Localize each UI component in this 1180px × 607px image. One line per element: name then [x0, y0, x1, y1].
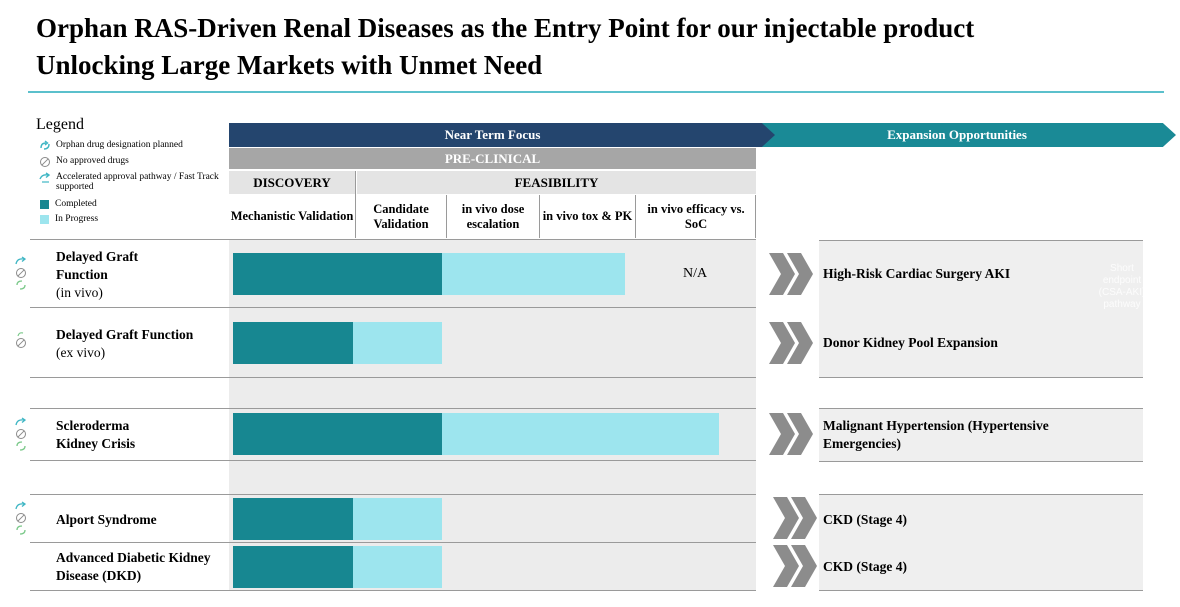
- no-approved-drugs-icon: [40, 157, 50, 167]
- title-line-1: Orphan RAS-Driven Renal Diseases as the …: [36, 13, 975, 43]
- col-header-candidate: Candidate Validation: [356, 195, 446, 238]
- legend-item-orphan: Orphan drug designation planned: [38, 140, 183, 152]
- expansion-box: [819, 309, 1143, 378]
- progress-bar-completed: [233, 322, 353, 364]
- row-divider: [30, 408, 756, 409]
- discovery-band: DISCOVERY: [229, 171, 355, 194]
- legend-label: In Progress: [55, 214, 99, 224]
- row-label-dgf-ex-vivo: Delayed Graft Function (ex vivo): [56, 326, 193, 362]
- progress-bar-completed: [233, 546, 353, 588]
- progress-bar-in-progress: [353, 546, 442, 588]
- row-subtitle: (in vivo): [56, 285, 103, 300]
- row-icons: [12, 255, 30, 300]
- progress-bar-completed: [233, 413, 442, 455]
- progress-bar-in-progress: [353, 322, 442, 364]
- double-chevron-icon: [769, 253, 813, 295]
- progress-bar-completed: [233, 253, 442, 295]
- column-divider: [355, 171, 356, 238]
- col-header-dose-escalation: in vivo dose escalation: [447, 195, 539, 238]
- title-divider: [28, 91, 1164, 93]
- row-divider: [30, 377, 756, 378]
- legend-label: Orphan drug designation planned: [56, 140, 183, 150]
- double-chevron-icon: [773, 497, 817, 539]
- expansion-label: Malignant Hypertension (Hypertensive Eme…: [823, 418, 1049, 451]
- column-divider: [446, 195, 447, 238]
- row-label-alport: Alport Syndrome: [56, 512, 157, 527]
- in-progress-swatch: [40, 215, 49, 224]
- col-header-mechanistic: Mechanistic Validation: [229, 195, 355, 238]
- row-label-scleroderma: Scleroderma Kidney Crisis: [56, 418, 136, 451]
- row-label-dkd: Advanced Diabetic Kidney Disease (DKD): [56, 550, 211, 583]
- expansion-header: Expansion Opportunities: [887, 127, 1027, 142]
- double-chevron-icon: [773, 545, 817, 587]
- designation-icons: [15, 417, 27, 451]
- no-approved-drugs-icon: [16, 332, 26, 348]
- column-divider: [755, 195, 756, 238]
- legend-label: No approved drugs: [56, 156, 129, 166]
- row-icons: [12, 330, 30, 357]
- row-divider: [30, 542, 756, 543]
- row-subtitle: (ex vivo): [56, 345, 106, 360]
- legend-item-accelerated: Accelerated approval pathway / Fast Trac…: [38, 172, 228, 192]
- column-divider: [635, 195, 636, 238]
- col-header-tox-pk: in vivo tox & PK: [540, 195, 635, 238]
- page-title: Orphan RAS-Driven Renal Diseases as the …: [36, 10, 974, 84]
- double-chevron-icon: [769, 322, 813, 364]
- legend-label: Completed: [55, 199, 97, 209]
- row-name-line: Delayed Graft Function: [56, 249, 139, 282]
- expansion-label: High-Risk Cardiac Surgery AKI: [823, 266, 1011, 281]
- double-chevron-icon: [769, 413, 813, 455]
- row-icons: [12, 416, 30, 461]
- status-na: N/A: [683, 266, 708, 281]
- expansion-box: [819, 494, 1143, 543]
- progress-bar-in-progress: [353, 498, 442, 540]
- progress-bar-completed: [233, 498, 353, 540]
- orphan-drug-icon: [40, 140, 50, 150]
- row-icons: [12, 500, 30, 545]
- progress-bar-in-progress: [442, 253, 625, 295]
- column-divider: [539, 195, 540, 238]
- row-name-line: Delayed Graft Function: [56, 327, 194, 342]
- expansion-label: CKD (Stage 4): [823, 512, 907, 527]
- expansion-box: [819, 240, 1143, 310]
- expansion-box: [819, 408, 1143, 462]
- col-header-efficacy: in vivo efficacy vs. SoC: [636, 195, 756, 238]
- row-divider: [30, 307, 756, 308]
- progress-bar-in-progress: [442, 413, 719, 455]
- row-divider: [30, 460, 756, 461]
- row-divider: [30, 494, 756, 495]
- row-label-dgf-in-vivo: Delayed Graft Function (in vivo): [56, 248, 166, 302]
- legend-title: Legend: [36, 116, 84, 133]
- title-line-2: Unlocking Large Markets with Unmet Need: [36, 50, 543, 80]
- legend-item-no-approved: No approved drugs: [38, 156, 129, 168]
- preclinical-band: PRE-CLINICAL: [229, 148, 756, 169]
- row-divider: [30, 590, 756, 591]
- completed-swatch: [40, 200, 49, 209]
- near-term-header: Near Term Focus: [444, 127, 541, 142]
- expansion-label: Donor Kidney Pool Expansion: [823, 335, 998, 350]
- hidden-note: Short endpoint (CSA-AKI) pathway: [1098, 263, 1146, 310]
- designation-icons: [15, 256, 27, 290]
- expansion-label: CKD (Stage 4): [823, 559, 907, 574]
- legend-item-in-progress: In Progress: [38, 214, 98, 224]
- legend-item-completed: Completed: [38, 199, 97, 209]
- feasibility-band: FEASIBILITY: [357, 171, 756, 194]
- legend-label: Accelerated approval pathway / Fast Trac…: [56, 172, 219, 192]
- accelerated-approval-icon: [39, 172, 51, 183]
- near-term-focus-chevron: Near Term Focus: [229, 123, 775, 147]
- designation-icons: [15, 501, 27, 535]
- expansion-box: [819, 542, 1143, 591]
- row-divider: [30, 239, 756, 240]
